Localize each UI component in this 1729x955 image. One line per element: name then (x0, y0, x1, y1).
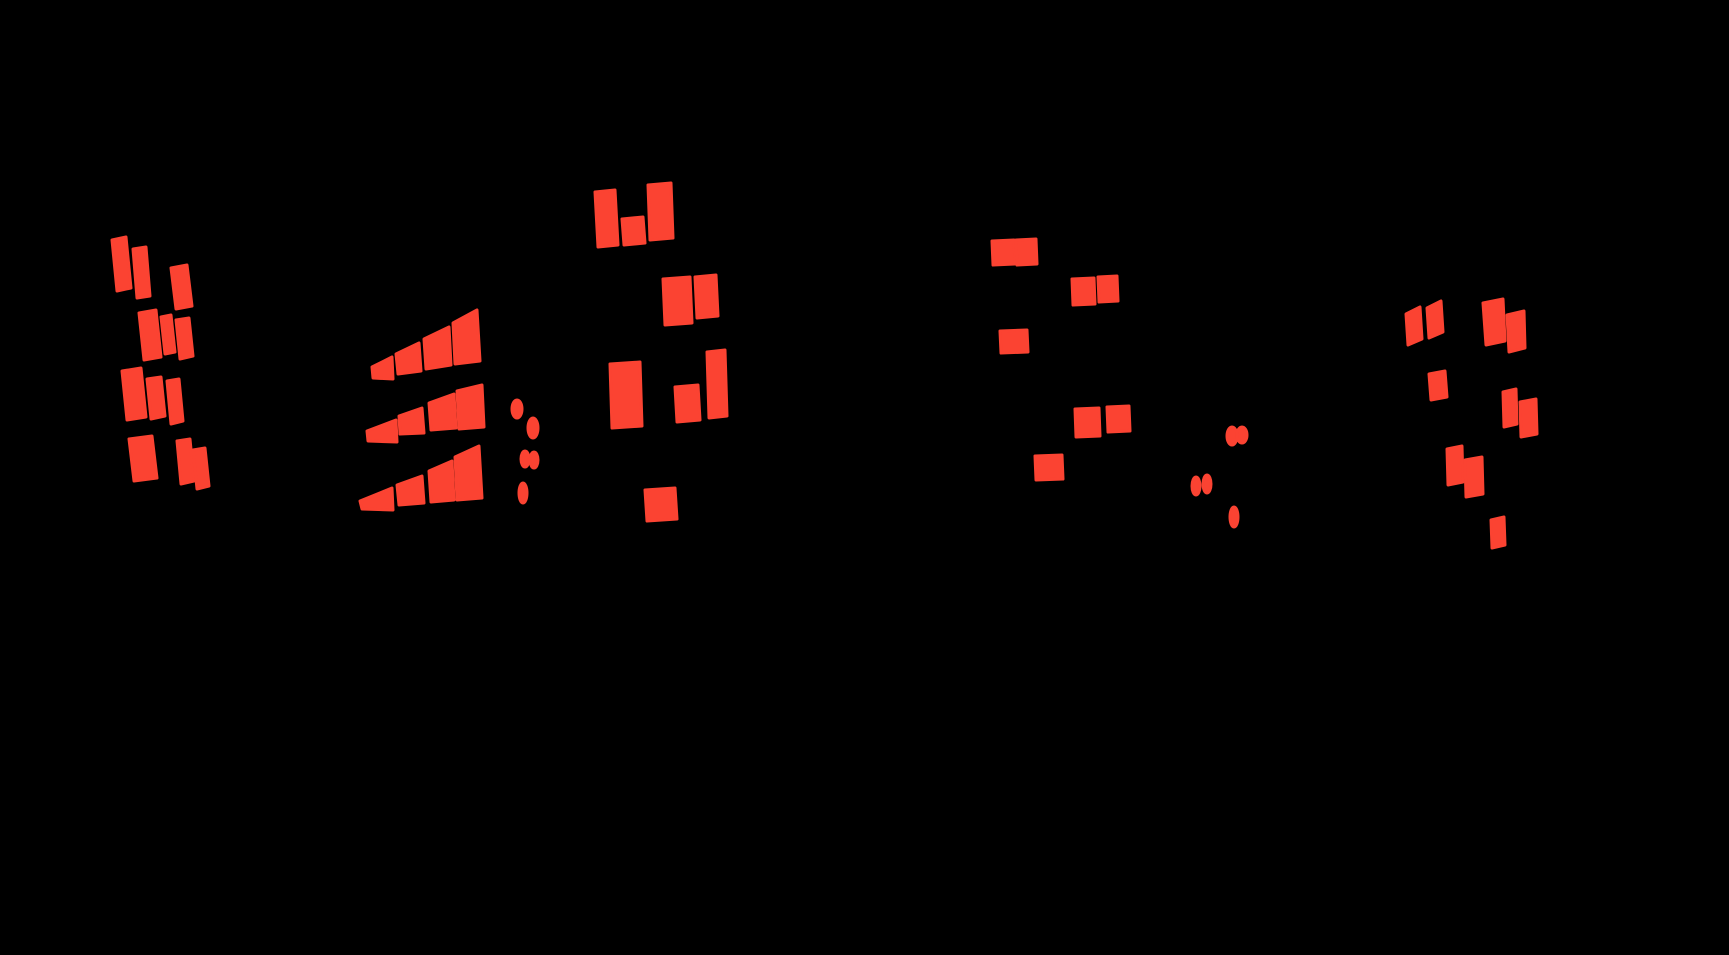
lit-window (394, 341, 423, 376)
lit-window (1014, 237, 1039, 267)
lit-window (510, 398, 524, 420)
lit-window (661, 275, 694, 327)
lit-window (427, 392, 458, 432)
lit-window (1518, 397, 1539, 439)
lit-window (673, 383, 702, 424)
lit-window (370, 355, 395, 381)
lit-window (191, 446, 211, 491)
lit-window (165, 377, 185, 426)
lit-window (705, 348, 729, 420)
distant-small-windows (1190, 425, 1249, 529)
lit-window (1481, 297, 1507, 347)
lit-window (1070, 276, 1097, 307)
lit-window (1225, 425, 1239, 447)
building-far-left-windows (110, 235, 211, 491)
lit-window (365, 418, 399, 444)
lit-window (127, 434, 159, 483)
lit-window (120, 366, 148, 422)
building-center-right-windows (990, 237, 1132, 482)
lit-window (998, 328, 1030, 355)
lit-window (1073, 406, 1102, 439)
lit-window (175, 437, 196, 486)
lit-window (1425, 299, 1445, 340)
lit-window (422, 325, 453, 371)
lit-window (1445, 444, 1465, 487)
lit-window (1201, 473, 1213, 495)
lit-window (1501, 387, 1519, 429)
lit-window (608, 360, 644, 430)
lit-window (455, 383, 486, 431)
lit-window (1033, 453, 1065, 482)
lit-window (1463, 455, 1485, 499)
lit-window (1505, 309, 1527, 354)
lit-window (1105, 404, 1132, 434)
building-right-windows (1404, 297, 1539, 550)
lit-window (643, 486, 679, 523)
lit-window (526, 416, 540, 440)
lit-window (1427, 369, 1449, 402)
building-fan-left-windows (358, 308, 540, 512)
lit-window (145, 375, 167, 421)
lit-window (519, 449, 531, 469)
lit-window (395, 474, 426, 507)
lit-window (620, 215, 647, 247)
lit-window (137, 308, 163, 362)
lit-window (159, 313, 177, 356)
building-center-windows (593, 181, 729, 523)
lit-window (131, 245, 152, 300)
lit-window (427, 459, 456, 504)
lit-window (110, 235, 133, 293)
lit-window (174, 316, 195, 361)
lit-window (1190, 475, 1202, 497)
lit-window (397, 406, 426, 436)
lit-window (1489, 515, 1507, 550)
lit-window (646, 181, 675, 242)
lit-window (453, 444, 484, 502)
lit-window (169, 263, 194, 311)
lit-window (593, 188, 620, 249)
lit-window (693, 273, 720, 320)
lit-window (358, 486, 395, 512)
lit-window (1404, 305, 1424, 347)
lit-window (1235, 425, 1249, 445)
lit-window (451, 308, 482, 366)
lit-window (1096, 274, 1120, 304)
lit-window (528, 450, 540, 470)
lit-window (517, 481, 529, 505)
lit-window (1228, 505, 1240, 529)
lit-window (990, 238, 1017, 267)
